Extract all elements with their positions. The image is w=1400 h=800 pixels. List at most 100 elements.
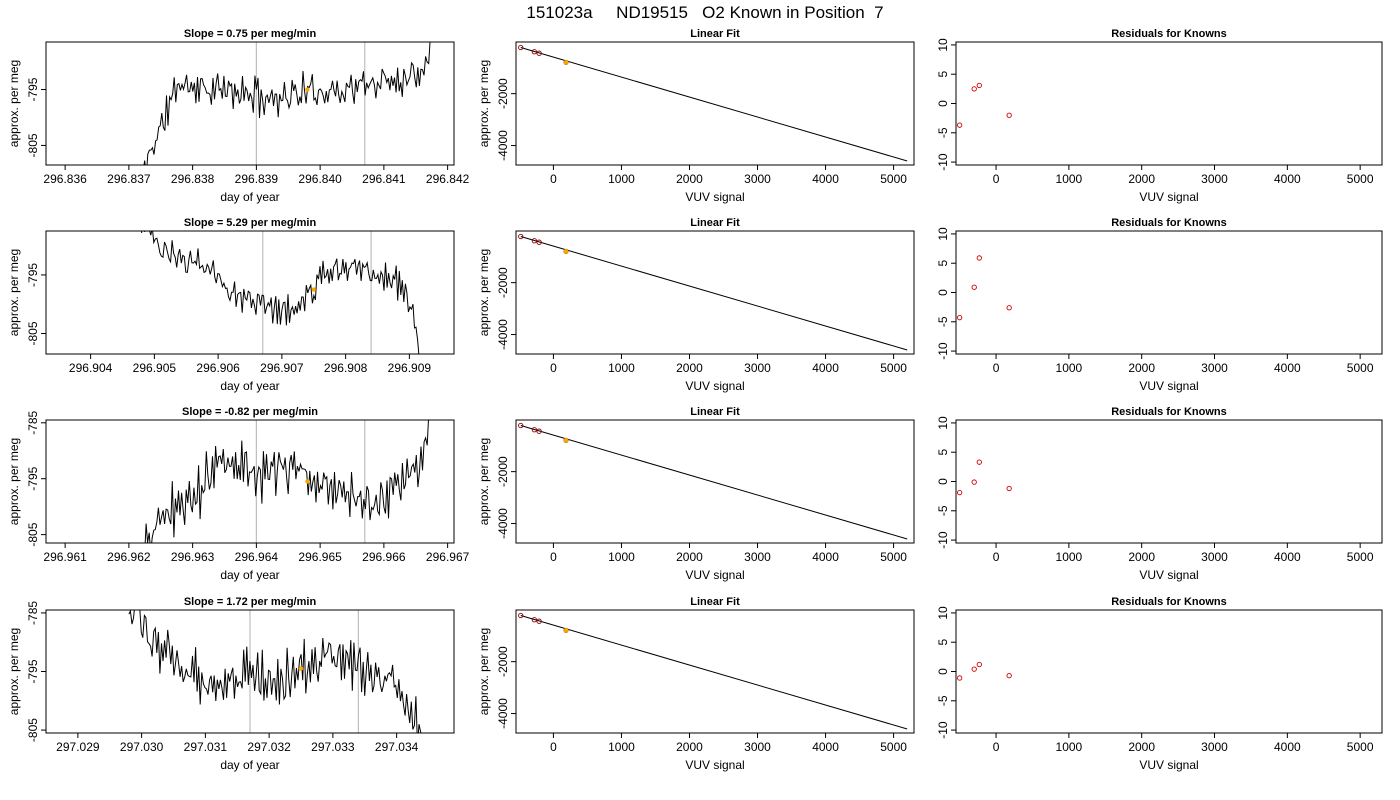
x-tick-label: 2000 [676,361,703,375]
x-tick-label: 4000 [1274,361,1301,375]
data-point [976,459,982,465]
x-tick-label: 4000 [1274,550,1301,564]
x-tick-label: 1000 [608,172,635,186]
unknown-point [563,59,569,65]
data-point [971,86,977,92]
data-point [956,315,963,321]
plot-area [128,610,422,733]
series-line [128,610,422,733]
x-axis-label: VUV signal [1139,758,1198,772]
x-tick-label: 297.033 [311,740,355,754]
x-tick-label: 296.840 [298,172,342,186]
y-tick-label: -2000 [496,646,510,677]
x-tick-label: 4000 [1274,172,1301,186]
y-tick-label: -5 [936,316,950,327]
x-tick-label: 5000 [1347,550,1374,564]
y-tick-label: 0 [936,289,950,296]
panel-1-2: Residuals for Knowns 0 1000 2000 3000 4000 500… [936,217,1383,393]
y-tick-label: -10 [936,153,950,171]
y-tick-label: 10 [936,606,950,620]
y-tick-label: -4000 [496,130,510,161]
plot-frame [515,41,915,166]
data-point [531,617,538,623]
data-point [518,233,524,240]
plot-area [518,422,908,540]
x-tick-label: 2000 [1128,740,1155,754]
y-axis-label: approx. per meg [477,249,491,336]
x-tick-label: 297.030 [120,740,164,754]
y-tick-label: -785 [26,601,40,625]
y-tick-label: -10 [936,342,950,360]
x-tick-label: 0 [550,740,557,754]
x-tick-label: 296.907 [260,361,304,375]
x-tick-label: 296.967 [426,550,470,564]
y-axis-label: approx. per meg [477,628,491,715]
x-tick-label: 5000 [880,550,907,564]
fit-line [520,425,908,540]
highlight-point [311,287,316,292]
data-point [971,666,977,672]
y-tick-label: -795 [26,659,40,683]
x-tick-label: 1000 [1056,740,1083,754]
y-tick-label: -4000 [496,508,510,539]
panel-title: Slope = -0.82 per meg/min [182,406,318,418]
plot-area [956,82,1012,128]
y-tick-label: 0 [936,668,950,675]
data-point [1006,672,1012,679]
plot-frame [45,419,455,544]
x-tick-label: 3000 [1201,172,1228,186]
data-point [956,675,963,681]
y-tick-label: -785 [26,410,40,434]
x-tick-label: 5000 [880,172,907,186]
panel-3-1: Linear Fit 0 1000 2000 3000 4000 5000 -2000 -400… [477,596,915,772]
y-tick-label: -2000 [496,267,510,298]
panel-title: Residuals for Knowns [1111,28,1227,40]
x-tick-label: 3000 [1201,550,1228,564]
page-title: 151023a ND19515 O2 Known in Position 7 [526,3,883,22]
x-tick-label: 296.964 [235,550,279,564]
y-tick-label: 5 [936,639,950,646]
y-axis-label: approx. per meg [7,438,21,525]
x-tick-label: 3000 [1201,361,1228,375]
x-tick-label: 5000 [1347,172,1374,186]
y-tick-label: 5 [936,260,950,267]
panel-title: Residuals for Knowns [1111,217,1227,229]
x-tick-label: 3000 [744,172,771,186]
plot-area [956,661,1012,681]
x-axis-label: day of year [220,758,279,772]
panel-title: Linear Fit [690,596,740,608]
y-tick-label: -4000 [496,698,510,729]
panel-1-0: Slope = 5.29 per meg/min 296.904 296.905 29… [7,217,455,393]
x-tick-label: 1000 [608,740,635,754]
x-axis-label: day of year [220,379,279,393]
x-tick-label: 2000 [676,740,703,754]
x-tick-label: 296.962 [107,550,151,564]
highlight-point [305,87,310,92]
y-tick-label: 10 [936,38,950,52]
panel-title: Slope = 1.72 per meg/min [184,596,317,608]
data-point [971,479,977,485]
panel-title: Linear Fit [690,28,740,40]
x-tick-label: 297.031 [184,740,228,754]
plot-area [143,42,431,165]
x-tick-label: 4000 [812,361,839,375]
y-tick-label: -10 [936,531,950,549]
x-tick-label: 296.961 [43,550,87,564]
x-tick-label: 5000 [880,740,907,754]
unknown-point [563,627,569,633]
panel-2-1: Linear Fit 0 1000 2000 3000 4000 5000 -2000 -400… [477,406,915,582]
data-point [518,422,524,429]
x-tick-label: 5000 [880,361,907,375]
plot-area [144,420,429,543]
fit-line [520,47,908,162]
data-point [518,44,524,51]
x-axis-label: day of year [220,190,279,204]
x-tick-label: 0 [550,550,557,564]
x-axis-label: VUV signal [685,758,744,772]
x-tick-label: 4000 [812,550,839,564]
data-point [536,428,542,434]
x-tick-label: 2000 [1128,361,1155,375]
data-point [536,239,542,245]
panel-1-1: Linear Fit 0 1000 2000 3000 4000 5000 -2000 -400… [477,217,915,393]
x-tick-label: 296.966 [362,550,406,564]
